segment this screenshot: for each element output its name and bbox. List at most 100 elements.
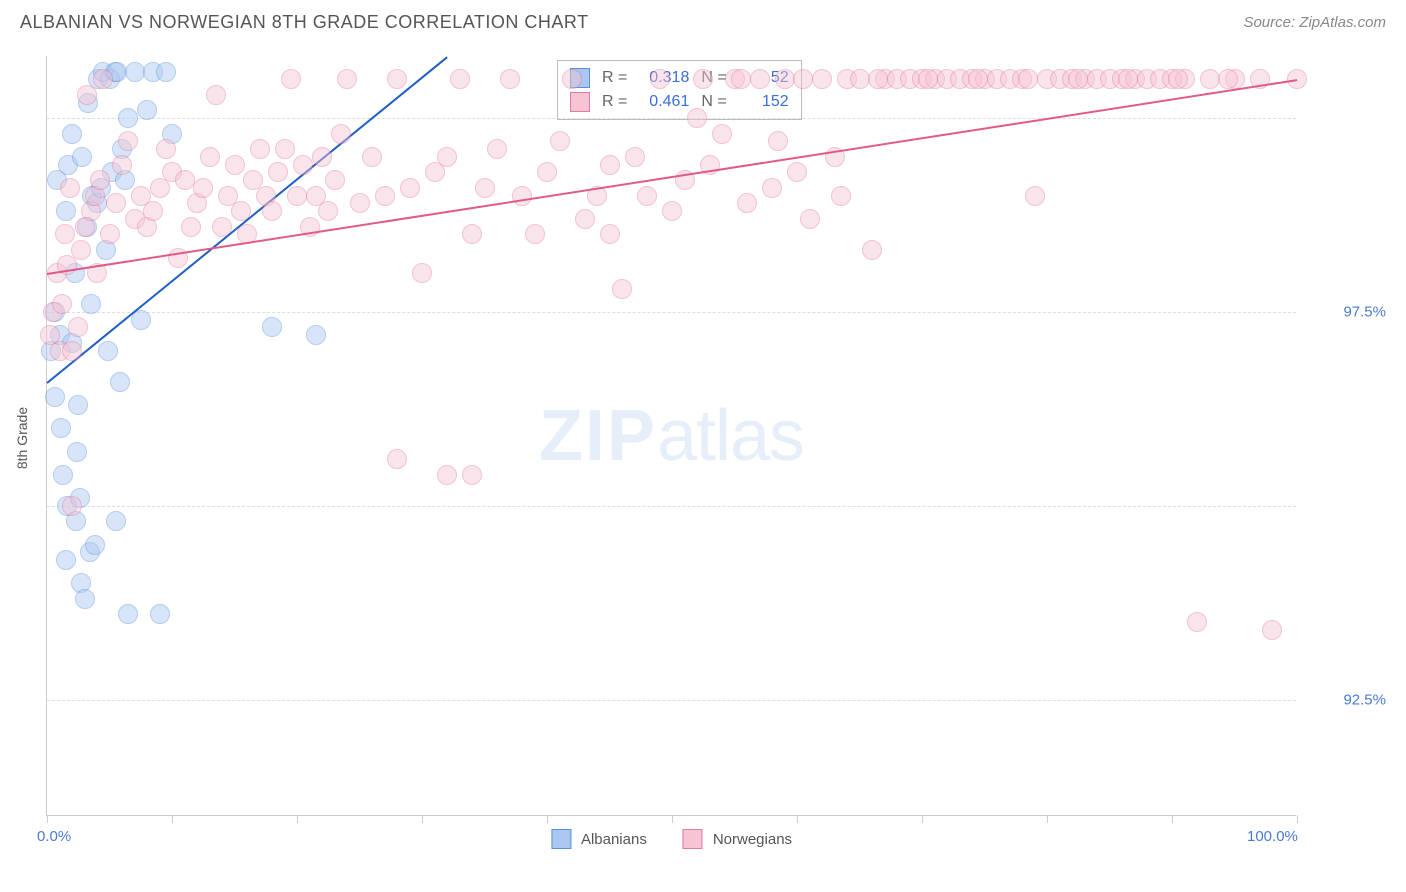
scatter-point bbox=[71, 240, 91, 260]
scatter-point bbox=[150, 604, 170, 624]
scatter-point bbox=[475, 178, 495, 198]
scatter-point bbox=[110, 372, 130, 392]
scatter-point bbox=[662, 201, 682, 221]
stat-r-label: R = bbox=[602, 93, 627, 111]
watermark-primary: ZIP bbox=[539, 396, 657, 476]
scatter-point bbox=[53, 465, 73, 485]
bottom-legend-item: Norwegians bbox=[683, 829, 792, 849]
scatter-point bbox=[731, 69, 751, 89]
scatter-point bbox=[600, 224, 620, 244]
y-tick-label: 97.5% bbox=[1306, 303, 1386, 320]
scatter-point bbox=[687, 108, 707, 128]
scatter-point bbox=[62, 496, 82, 516]
scatter-point bbox=[768, 131, 788, 151]
scatter-point bbox=[81, 294, 101, 314]
scatter-point bbox=[350, 193, 370, 213]
scatter-point bbox=[212, 217, 232, 237]
scatter-point bbox=[56, 201, 76, 221]
gridline bbox=[47, 312, 1296, 313]
scatter-point bbox=[850, 69, 870, 89]
scatter-point bbox=[275, 139, 295, 159]
scatter-point bbox=[206, 85, 226, 105]
scatter-point bbox=[112, 155, 132, 175]
scatter-point bbox=[306, 325, 326, 345]
scatter-point bbox=[90, 170, 110, 190]
scatter-point bbox=[637, 186, 657, 206]
scatter-point bbox=[762, 178, 782, 198]
chart-plot-area: ZIPatlas R =0.318N =52R =0.461N =152 Alb… bbox=[46, 56, 1296, 816]
scatter-point bbox=[325, 170, 345, 190]
bottom-legend: Albanians Norwegians bbox=[551, 829, 792, 849]
scatter-point bbox=[137, 100, 157, 120]
scatter-point bbox=[77, 85, 97, 105]
scatter-point bbox=[787, 162, 807, 182]
scatter-point bbox=[550, 131, 570, 151]
scatter-point bbox=[537, 162, 557, 182]
scatter-point bbox=[331, 124, 351, 144]
scatter-point bbox=[67, 442, 87, 462]
scatter-point bbox=[68, 317, 88, 337]
scatter-point bbox=[337, 69, 357, 89]
scatter-point bbox=[1187, 612, 1207, 632]
gridline bbox=[47, 700, 1296, 701]
scatter-point bbox=[712, 124, 732, 144]
scatter-point bbox=[1218, 69, 1238, 89]
scatter-point bbox=[793, 69, 813, 89]
scatter-point bbox=[60, 178, 80, 198]
chart-title: ALBANIAN VS NORWEGIAN 8TH GRADE CORRELAT… bbox=[20, 12, 589, 33]
x-tick bbox=[1172, 815, 1173, 823]
scatter-point bbox=[68, 395, 88, 415]
scatter-point bbox=[375, 186, 395, 206]
watermark: ZIPatlas bbox=[539, 395, 804, 477]
gridline bbox=[47, 118, 1296, 119]
scatter-point bbox=[462, 224, 482, 244]
scatter-point bbox=[45, 387, 65, 407]
scatter-point bbox=[862, 240, 882, 260]
scatter-point bbox=[612, 279, 632, 299]
scatter-point bbox=[487, 139, 507, 159]
scatter-point bbox=[51, 418, 71, 438]
bottom-legend-item: Albanians bbox=[551, 829, 647, 849]
scatter-point bbox=[737, 193, 757, 213]
scatter-point bbox=[525, 224, 545, 244]
scatter-point bbox=[600, 155, 620, 175]
scatter-point bbox=[62, 341, 82, 361]
scatter-point bbox=[106, 511, 126, 531]
scatter-point bbox=[868, 69, 888, 89]
scatter-point bbox=[462, 465, 482, 485]
scatter-point bbox=[93, 69, 113, 89]
legend-swatch bbox=[683, 829, 703, 849]
scatter-point bbox=[56, 550, 76, 570]
x-tick-label: 100.0% bbox=[1247, 828, 1298, 845]
scatter-point bbox=[287, 186, 307, 206]
scatter-point bbox=[72, 147, 92, 167]
y-tick-label: 92.5% bbox=[1306, 691, 1386, 708]
x-tick bbox=[672, 815, 673, 823]
scatter-point bbox=[1168, 69, 1188, 89]
legend-label: Albanians bbox=[581, 831, 647, 848]
source-label: Source: ZipAtlas.com bbox=[1243, 14, 1386, 31]
scatter-point bbox=[693, 69, 713, 89]
scatter-point bbox=[118, 131, 138, 151]
scatter-point bbox=[400, 178, 420, 198]
scatter-point bbox=[775, 69, 795, 89]
stat-n-label: N = bbox=[701, 93, 726, 111]
scatter-point bbox=[412, 263, 432, 283]
scatter-point bbox=[968, 69, 988, 89]
y-axis-label: 8th Grade bbox=[14, 407, 30, 469]
scatter-point bbox=[387, 69, 407, 89]
scatter-point bbox=[1200, 69, 1220, 89]
scatter-point bbox=[231, 201, 251, 221]
scatter-point bbox=[812, 69, 832, 89]
scatter-point bbox=[1018, 69, 1038, 89]
scatter-point bbox=[268, 162, 288, 182]
scatter-point bbox=[98, 341, 118, 361]
scatter-point bbox=[750, 69, 770, 89]
x-tick bbox=[797, 815, 798, 823]
gridline bbox=[47, 506, 1296, 507]
scatter-point bbox=[437, 147, 457, 167]
scatter-point bbox=[575, 209, 595, 229]
scatter-point bbox=[437, 465, 457, 485]
scatter-point bbox=[1068, 69, 1088, 89]
scatter-point bbox=[55, 224, 75, 244]
